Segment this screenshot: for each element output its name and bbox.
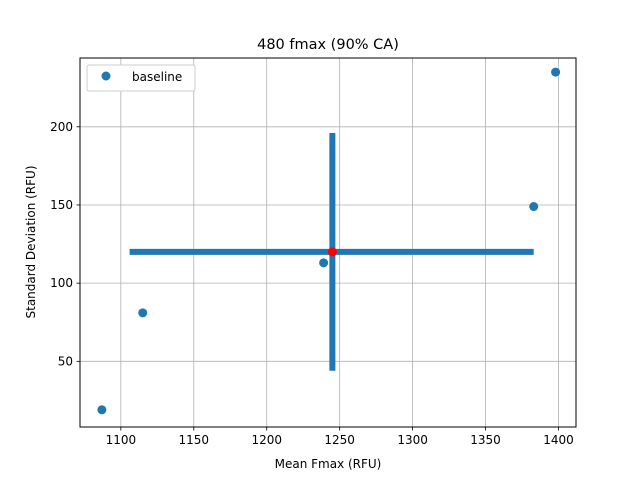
y-tick-label: 200 — [50, 120, 73, 134]
plot-frame — [79, 57, 577, 428]
data-points — [97, 67, 561, 415]
y-tick-label: 150 — [50, 198, 73, 212]
x-tick-label: 1150 — [179, 433, 210, 447]
y-tick-label: 100 — [50, 276, 73, 290]
x-tick-label: 1250 — [324, 433, 355, 447]
y-axis-ticks: 50 100 150 200 — [50, 120, 80, 368]
data-point — [529, 202, 539, 212]
data-point — [319, 258, 329, 268]
x-axis-ticks: 1100 1150 1200 1250 1300 1350 1400 — [106, 427, 574, 447]
x-tick-label: 1200 — [251, 433, 282, 447]
x-tick-label: 1100 — [106, 433, 137, 447]
grid — [80, 58, 576, 427]
x-tick-label: 1350 — [470, 433, 501, 447]
y-axis-label: Standard Deviation (RFU) — [24, 165, 38, 318]
data-point — [551, 67, 561, 77]
data-point — [97, 405, 107, 415]
chart-title: 480 fmax (90% CA) — [257, 37, 399, 53]
legend-box — [86, 64, 196, 92]
x-tick-label: 1400 — [543, 433, 574, 447]
center-point — [327, 247, 337, 257]
legend-marker-baseline — [101, 71, 111, 81]
legend-label-baseline: baseline — [132, 70, 182, 84]
data-point — [138, 308, 148, 318]
x-axis-label: Mean Fmax (RFU) — [275, 457, 382, 471]
y-tick-label: 50 — [58, 354, 73, 368]
legend: baseline — [86, 64, 196, 92]
x-tick-label: 1300 — [397, 433, 428, 447]
